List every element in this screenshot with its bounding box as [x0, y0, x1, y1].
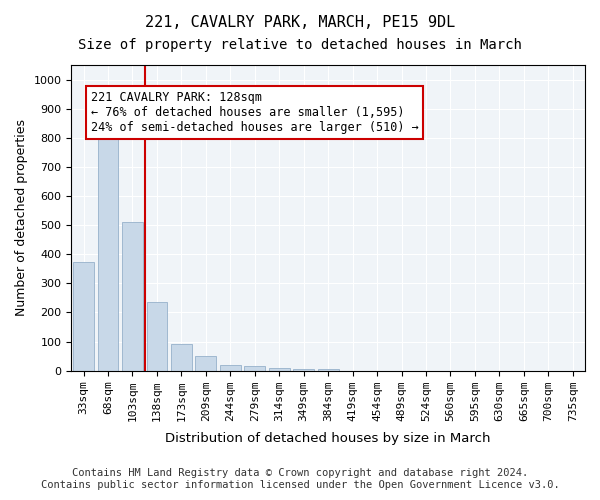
Bar	[73, 262, 94, 370]
Bar	[220, 365, 241, 370]
Bar	[318, 369, 338, 370]
Bar	[269, 368, 290, 370]
Bar	[146, 302, 167, 370]
Bar	[122, 222, 143, 370]
Bar	[98, 132, 118, 370]
Text: Contains HM Land Registry data © Crown copyright and database right 2024.
Contai: Contains HM Land Registry data © Crown c…	[41, 468, 559, 490]
Bar	[244, 366, 265, 370]
Bar	[171, 344, 192, 370]
Y-axis label: Number of detached properties: Number of detached properties	[15, 120, 28, 316]
X-axis label: Distribution of detached houses by size in March: Distribution of detached houses by size …	[166, 432, 491, 445]
Bar	[196, 356, 216, 370]
Text: Size of property relative to detached houses in March: Size of property relative to detached ho…	[78, 38, 522, 52]
Bar	[293, 368, 314, 370]
Text: 221 CAVALRY PARK: 128sqm
← 76% of detached houses are smaller (1,595)
24% of sem: 221 CAVALRY PARK: 128sqm ← 76% of detach…	[91, 91, 419, 134]
Text: 221, CAVALRY PARK, MARCH, PE15 9DL: 221, CAVALRY PARK, MARCH, PE15 9DL	[145, 15, 455, 30]
